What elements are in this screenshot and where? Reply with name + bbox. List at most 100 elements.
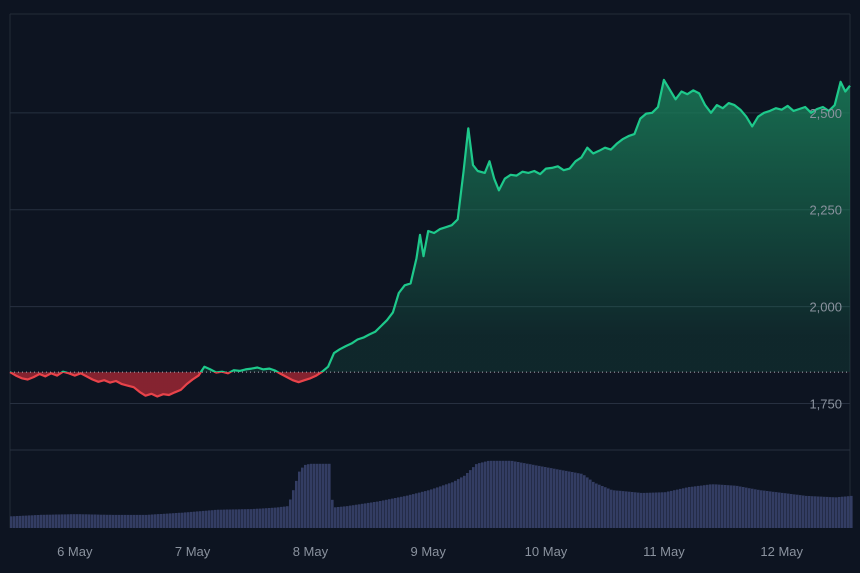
volume-bar xyxy=(163,513,166,528)
volume-bar xyxy=(103,514,106,528)
volume-bar xyxy=(346,506,349,528)
volume-bar xyxy=(799,495,802,528)
price-line-up[interactable] xyxy=(9,78,851,397)
volume-bar xyxy=(499,460,502,528)
volume-bar xyxy=(697,485,700,528)
volume-bar xyxy=(808,496,811,528)
volume-bar xyxy=(829,497,832,528)
volume-bar xyxy=(379,501,382,528)
volume-bar xyxy=(589,479,592,528)
volume-bar xyxy=(316,463,319,528)
volume-bar xyxy=(319,463,322,528)
volume-bar xyxy=(709,484,712,528)
volume-bar xyxy=(490,460,493,528)
volume-bar xyxy=(184,512,187,528)
volume-bar xyxy=(850,495,853,528)
volume-bar xyxy=(679,488,682,528)
volume-bar xyxy=(757,489,760,528)
y-tick-label: 2,000 xyxy=(809,300,842,315)
volume-bar xyxy=(91,514,94,528)
y-tick-label: 1,750 xyxy=(809,396,842,411)
volume-bar xyxy=(574,472,577,528)
volume-bar xyxy=(235,509,238,528)
volume-bar xyxy=(787,493,790,528)
volume-bar xyxy=(754,489,757,528)
volume-bar xyxy=(178,512,181,528)
volume-bar xyxy=(634,492,637,528)
volume-bar xyxy=(31,515,34,528)
volume-bar xyxy=(112,514,115,528)
volume-bar xyxy=(322,463,325,528)
volume-bar xyxy=(730,485,733,528)
volume-bar xyxy=(436,487,439,528)
volume-bar xyxy=(19,515,22,528)
price-lines[interactable] xyxy=(9,78,851,398)
volume-bar xyxy=(805,495,808,528)
volume-bar xyxy=(391,498,394,528)
volume-bar xyxy=(820,496,823,528)
volume-bar xyxy=(655,492,658,528)
volume-bar xyxy=(721,484,724,528)
volume-bar xyxy=(25,515,28,528)
volume-bar xyxy=(541,466,544,528)
price-line-down[interactable] xyxy=(9,80,850,398)
volume-bar xyxy=(766,491,769,528)
volume-bar xyxy=(523,463,526,528)
volume-bar xyxy=(550,468,553,528)
volume-bar xyxy=(826,496,829,528)
volume-bar xyxy=(139,514,142,528)
volume-bar xyxy=(676,489,679,528)
volume-bar xyxy=(394,498,397,528)
volume-bar xyxy=(109,514,112,528)
volume-bar xyxy=(691,486,694,528)
volume-bar xyxy=(592,481,595,528)
volume-bar xyxy=(295,480,298,528)
volume-bar xyxy=(175,513,178,528)
volume-bar xyxy=(469,470,472,528)
volume-bar xyxy=(382,500,385,528)
volume-bar xyxy=(784,493,787,528)
volume-bar xyxy=(451,482,454,528)
volume-bar xyxy=(775,492,778,528)
volume-bar xyxy=(223,509,226,528)
volume-bar xyxy=(193,511,196,528)
volume-bar xyxy=(106,514,109,528)
volume-bar xyxy=(661,492,664,528)
volume-bar xyxy=(736,485,739,528)
volume-bar xyxy=(457,479,460,528)
volume-bar xyxy=(739,486,742,528)
volume-bar xyxy=(238,509,241,528)
volume-bar xyxy=(88,514,91,528)
volume-bar xyxy=(748,488,751,528)
volume-bar xyxy=(553,468,556,528)
volume-bar xyxy=(445,484,448,528)
volume-bar xyxy=(727,485,730,528)
volume-bar xyxy=(577,473,580,528)
y-tick-label: 2,500 xyxy=(809,106,842,121)
volume-bar xyxy=(145,514,148,528)
volume-bar xyxy=(403,496,406,528)
volume-bar xyxy=(643,492,646,528)
volume-bar xyxy=(427,490,430,528)
volume-bar xyxy=(334,507,337,528)
volume-bar xyxy=(226,509,229,528)
volume-bar xyxy=(556,469,559,528)
volume-bar xyxy=(790,494,793,528)
volume-bar xyxy=(76,514,79,528)
volume-bar xyxy=(532,464,535,528)
volume-bar xyxy=(631,492,634,528)
volume-bar xyxy=(187,512,190,528)
volume-bar xyxy=(169,513,172,528)
volume-bar xyxy=(232,509,235,528)
volume-bar xyxy=(514,461,517,528)
volume-bar xyxy=(148,514,151,528)
volume-bar xyxy=(700,485,703,528)
volume-bar xyxy=(115,514,118,528)
volume-bar xyxy=(745,487,748,528)
above-baseline-area xyxy=(10,79,850,373)
volume-bar xyxy=(70,514,73,528)
volume-bar xyxy=(301,467,304,528)
volume-bar xyxy=(520,462,523,528)
volume-bar xyxy=(544,467,547,528)
